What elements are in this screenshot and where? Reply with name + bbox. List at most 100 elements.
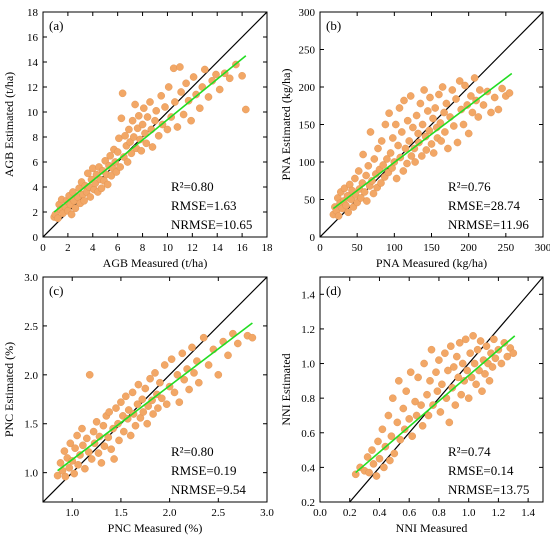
y-tick-label: 1.2 bbox=[301, 324, 315, 336]
data-point bbox=[464, 394, 473, 403]
data-point bbox=[53, 471, 62, 480]
data-point bbox=[390, 449, 399, 458]
data-point bbox=[380, 463, 388, 472]
data-point bbox=[385, 109, 393, 117]
panel-label: (c) bbox=[49, 283, 63, 298]
data-point bbox=[479, 101, 488, 109]
data-point bbox=[401, 144, 410, 153]
x-tick-label: 0.4 bbox=[373, 507, 387, 519]
data-point bbox=[388, 394, 397, 403]
y-tick-label: 10 bbox=[27, 107, 39, 119]
data-point bbox=[417, 401, 425, 409]
data-point bbox=[97, 459, 106, 467]
data-point bbox=[407, 152, 416, 160]
data-point bbox=[505, 89, 514, 97]
data-point bbox=[65, 463, 74, 472]
data-point bbox=[204, 93, 213, 101]
data-point bbox=[490, 335, 498, 344]
data-point bbox=[215, 85, 224, 94]
data-point bbox=[146, 98, 154, 106]
data-point bbox=[458, 359, 467, 368]
data-point bbox=[416, 99, 425, 108]
data-point bbox=[418, 421, 427, 430]
data-point bbox=[104, 433, 113, 442]
y-tick-label: 300 bbox=[299, 7, 316, 19]
chart-panel-3: 1.0 1.5 2.0 2.5 3.0 1.0 1.5 2.0 2.5 3.0 PNC Measur… bbox=[2, 272, 274, 535]
x-tick-label: 300 bbox=[535, 242, 550, 254]
data-point bbox=[435, 90, 443, 99]
data-point bbox=[84, 169, 92, 178]
data-point bbox=[420, 359, 428, 368]
data-point bbox=[146, 374, 154, 383]
data-point bbox=[143, 419, 151, 428]
data-point bbox=[154, 131, 163, 140]
data-point bbox=[362, 171, 370, 180]
y-tick-label: 2.5 bbox=[24, 321, 38, 333]
data-point bbox=[334, 212, 343, 220]
chart-panel-2: 0 50 100 150 200 250 300 0 50 100 150 200 250 300 PNA … bbox=[279, 7, 550, 270]
data-point bbox=[363, 453, 372, 461]
data-point bbox=[429, 114, 437, 123]
data-point bbox=[387, 432, 396, 441]
data-point bbox=[87, 455, 96, 463]
data-point bbox=[433, 387, 442, 396]
data-point bbox=[394, 376, 403, 385]
data-point bbox=[412, 111, 421, 120]
y-tick-label: 1.0 bbox=[301, 359, 315, 371]
data-point bbox=[141, 384, 150, 393]
data-point bbox=[340, 184, 349, 193]
data-point bbox=[89, 427, 98, 436]
data-point bbox=[437, 137, 446, 145]
data-point bbox=[488, 363, 497, 371]
data-point bbox=[67, 210, 76, 219]
data-point bbox=[152, 107, 160, 115]
data-point bbox=[212, 70, 220, 79]
y-axis-title: NNI Estimated bbox=[279, 353, 293, 425]
data-point bbox=[452, 95, 460, 103]
data-point bbox=[366, 128, 375, 136]
data-point bbox=[351, 470, 360, 479]
data-point bbox=[442, 99, 451, 108]
data-point bbox=[491, 354, 500, 363]
data-point bbox=[452, 352, 461, 361]
data-point bbox=[360, 188, 369, 196]
data-point bbox=[414, 129, 422, 138]
data-point bbox=[411, 397, 419, 406]
y-tick-label: 1.4 bbox=[301, 289, 315, 301]
y-tick-label: 2 bbox=[33, 207, 39, 219]
data-point bbox=[74, 460, 82, 469]
data-point bbox=[69, 188, 77, 196]
y-tick-label: 0.8 bbox=[301, 393, 315, 405]
data-point bbox=[187, 116, 195, 125]
data-point bbox=[123, 158, 132, 166]
data-point bbox=[460, 376, 469, 385]
x-tick-label: 50 bbox=[352, 242, 364, 254]
data-point bbox=[405, 415, 414, 423]
data-point bbox=[485, 376, 494, 385]
data-point bbox=[133, 400, 142, 409]
data-point bbox=[427, 345, 436, 354]
data-point bbox=[122, 392, 130, 401]
data-point bbox=[177, 88, 185, 96]
data-point bbox=[180, 375, 188, 384]
data-point bbox=[436, 408, 445, 416]
r2-stat: R²=0.76 bbox=[448, 179, 491, 194]
data-point bbox=[163, 125, 172, 134]
data-point bbox=[476, 337, 485, 345]
data-point bbox=[188, 343, 196, 352]
data-point bbox=[113, 148, 122, 156]
data-point bbox=[426, 93, 434, 102]
data-point bbox=[199, 333, 208, 342]
rmse-stat: RMSE=28.74 bbox=[448, 198, 520, 213]
data-point bbox=[454, 373, 463, 382]
data-point bbox=[97, 184, 106, 193]
data-point bbox=[175, 398, 184, 407]
data-point bbox=[70, 469, 78, 478]
data-point bbox=[151, 369, 159, 377]
data-point bbox=[131, 421, 140, 430]
data-point bbox=[377, 179, 385, 187]
data-point bbox=[238, 72, 246, 80]
data-point bbox=[399, 404, 408, 413]
data-point bbox=[85, 370, 94, 379]
x-tick-label: 3.0 bbox=[260, 507, 274, 519]
